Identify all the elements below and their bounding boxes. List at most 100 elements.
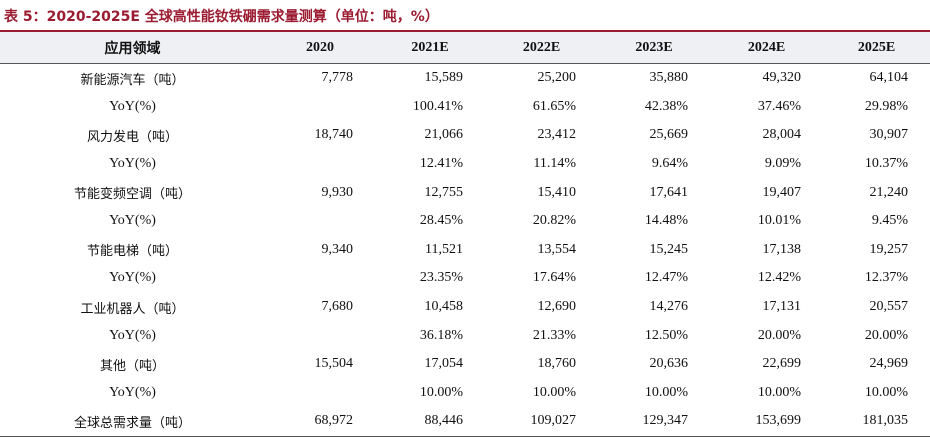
table-row: YoY(%) 12.41% 11.14% 9.64% 9.09% 10.37% bbox=[0, 150, 930, 179]
cell: 12,690 bbox=[537, 299, 577, 315]
cell: 12.41% bbox=[419, 156, 463, 172]
cell: 9.09% bbox=[764, 156, 801, 172]
cell: 17,641 bbox=[649, 184, 689, 200]
row-label: 全球总需求量（吨） bbox=[0, 407, 265, 437]
table-row: YoY(%) 28.45% 20.82% 14.48% 10.01% 9.45% bbox=[0, 207, 930, 236]
cell: 30,907 bbox=[869, 127, 909, 143]
cell: 11,521 bbox=[425, 241, 463, 257]
cell bbox=[265, 93, 375, 122]
cell: 10.00% bbox=[864, 384, 908, 400]
cell: 20.00% bbox=[864, 327, 908, 343]
cell: 20.82% bbox=[532, 213, 576, 229]
header-cell: 2020 bbox=[265, 32, 375, 64]
table-row: 新能源汽车（吨） 7,778 15,589 25,200 35,880 49,320 64,… bbox=[0, 64, 930, 93]
cell: 29.98% bbox=[864, 98, 908, 114]
cell: 21,240 bbox=[869, 184, 909, 200]
cell: 25,200 bbox=[537, 70, 577, 86]
row-label: 新能源汽车（吨） bbox=[80, 72, 185, 88]
cell: 7,680 bbox=[321, 299, 354, 315]
cell: 9,340 bbox=[321, 241, 354, 257]
row-label: YoY(%) bbox=[109, 384, 156, 400]
cell: 21.33% bbox=[532, 327, 576, 343]
table-row: 全球总需求量（吨） 68,972 88,446 109,027 129,347 153,6… bbox=[0, 407, 930, 437]
cell: 49,320 bbox=[762, 70, 802, 86]
row-label: 风力发电（吨） bbox=[86, 129, 178, 145]
cell: 12.42% bbox=[757, 270, 801, 286]
cell: 10.37% bbox=[864, 156, 908, 172]
cell: 10.00% bbox=[757, 384, 801, 400]
cell bbox=[265, 321, 375, 350]
cell: 13,554 bbox=[537, 241, 577, 257]
cell: 9.64% bbox=[651, 156, 688, 172]
data-table: 应用领域 2020 2021E 2022E 2023E 2024E 2025E 新能源汽车（… bbox=[0, 32, 930, 437]
table-row: 风力发电（吨） 18,740 21,066 23,412 25,669 28,004 30,… bbox=[0, 121, 930, 150]
table-row: 节能电梯（吨） 9,340 11,521 13,554 15,245 17,138 19,2… bbox=[0, 236, 930, 265]
cell: 10.00% bbox=[532, 384, 576, 400]
cell: 25,669 bbox=[649, 127, 689, 143]
cell: 11.14% bbox=[533, 156, 576, 172]
table-row: 节能变频空调（吨） 9,930 12,755 15,410 17,641 19,407 21… bbox=[0, 178, 930, 207]
table-row: YoY(%) 23.35% 17.64% 12.47% 12.42% 12.37% bbox=[0, 264, 930, 293]
row-label: 其他（吨） bbox=[99, 358, 165, 374]
cell: 10,458 bbox=[424, 299, 464, 315]
table-row: 其他（吨） 15,504 17,054 18,760 20,636 22,699 24,96… bbox=[0, 350, 930, 379]
table-title: 表 5：2020-2025E 全球高性能钕铁硼需求量测算（单位：吨，%） bbox=[0, 0, 930, 32]
cell: 129,347 bbox=[598, 407, 710, 437]
cell: 88,446 bbox=[375, 407, 485, 437]
cell bbox=[265, 264, 375, 293]
row-label: YoY(%) bbox=[109, 98, 156, 114]
cell: 18,760 bbox=[537, 356, 577, 372]
cell: 28,004 bbox=[762, 127, 802, 143]
row-label: 节能变频空调（吨） bbox=[73, 187, 191, 203]
row-label: 节能电梯（吨） bbox=[86, 244, 178, 260]
table-row: 工业机器人（吨） 7,680 10,458 12,690 14,276 17,131 20,… bbox=[0, 293, 930, 322]
cell: 22,699 bbox=[762, 356, 802, 372]
cell: 15,410 bbox=[537, 184, 577, 200]
cell: 12.50% bbox=[644, 327, 688, 343]
cell: 17,131 bbox=[762, 299, 802, 315]
cell: 61.65% bbox=[532, 98, 576, 114]
cell: 9.45% bbox=[871, 213, 908, 229]
cell: 109,027 bbox=[485, 407, 598, 437]
cell: 20,636 bbox=[649, 356, 689, 372]
cell: 23.35% bbox=[419, 270, 463, 286]
cell bbox=[265, 207, 375, 236]
cell: 17.64% bbox=[532, 270, 576, 286]
cell: 37.46% bbox=[757, 98, 801, 114]
header-cell: 2022E bbox=[485, 32, 598, 64]
header-cell: 2025E bbox=[823, 32, 930, 64]
cell: 20,557 bbox=[869, 299, 909, 315]
cell: 18,740 bbox=[314, 127, 354, 143]
table-row: YoY(%) 100.41% 61.65% 42.38% 37.46% 29.98% bbox=[0, 93, 930, 122]
cell: 20.00% bbox=[757, 327, 801, 343]
header-cell: 应用领域 bbox=[0, 32, 265, 64]
cell: 21,066 bbox=[424, 127, 464, 143]
row-label: YoY(%) bbox=[109, 213, 156, 229]
cell: 10.01% bbox=[757, 213, 801, 229]
cell: 24,969 bbox=[869, 356, 909, 372]
header-cell: 2024E bbox=[710, 32, 823, 64]
cell: 100.41% bbox=[412, 98, 463, 114]
header-cell: 2021E bbox=[375, 32, 485, 64]
cell: 64,104 bbox=[869, 70, 909, 86]
cell: 10.00% bbox=[644, 384, 688, 400]
cell: 14.48% bbox=[644, 213, 688, 229]
cell: 181,035 bbox=[823, 407, 930, 437]
row-label: YoY(%) bbox=[109, 270, 156, 286]
cell: 15,589 bbox=[424, 70, 464, 86]
row-label: YoY(%) bbox=[109, 327, 156, 343]
cell bbox=[265, 379, 375, 408]
header-row: 应用领域 2020 2021E 2022E 2023E 2024E 2025E bbox=[0, 32, 930, 64]
cell: 17,138 bbox=[762, 241, 802, 257]
cell: 7,778 bbox=[321, 70, 354, 86]
cell: 12.37% bbox=[864, 270, 908, 286]
cell: 15,245 bbox=[649, 241, 689, 257]
cell: 42.38% bbox=[644, 98, 688, 114]
cell bbox=[265, 150, 375, 179]
cell: 35,880 bbox=[649, 70, 689, 86]
cell: 36.18% bbox=[419, 327, 463, 343]
table-row: YoY(%) 10.00% 10.00% 10.00% 10.00% 10.00% bbox=[0, 379, 930, 408]
cell: 68,972 bbox=[265, 407, 375, 437]
row-label: YoY(%) bbox=[109, 156, 156, 172]
